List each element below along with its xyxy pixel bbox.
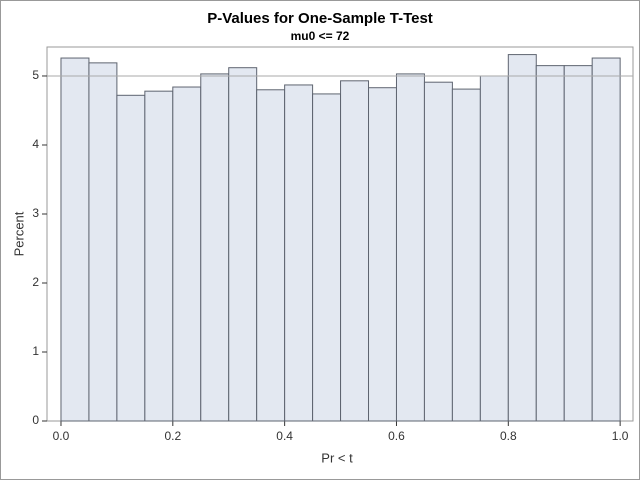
bar	[340, 80, 370, 422]
y-tick-label: 4	[32, 137, 39, 151]
x-tick-label: 0.8	[500, 429, 517, 443]
x-tick-label: 0.6	[388, 429, 405, 443]
chart-subtitle: mu0 <= 72	[291, 29, 350, 43]
bar	[284, 84, 314, 422]
y-tick-label: 1	[32, 344, 39, 358]
y-tick-label: 5	[32, 68, 39, 82]
bar	[395, 73, 425, 422]
y-tick-label: 3	[32, 206, 39, 220]
bar	[423, 81, 453, 422]
bar	[368, 87, 397, 422]
chart-title: P-Values for One-Sample T-Test	[207, 10, 433, 27]
x-tick-label: 0.4	[276, 429, 293, 443]
bar	[60, 57, 90, 422]
bar	[479, 75, 509, 422]
bar	[228, 67, 258, 422]
x-tick-label: 0.2	[164, 429, 181, 443]
bar	[88, 62, 118, 422]
bar	[535, 65, 565, 422]
bar	[451, 88, 481, 422]
bar	[591, 57, 621, 422]
x-tick-label: 1.0	[612, 429, 629, 443]
bar	[116, 94, 146, 422]
x-axis-label: Pr < t	[321, 450, 353, 465]
bar	[256, 89, 286, 422]
bar	[144, 90, 174, 422]
bar	[200, 73, 230, 422]
y-tick-label: 0	[32, 413, 39, 427]
bar	[312, 93, 342, 422]
bar	[172, 86, 202, 422]
bar	[507, 54, 537, 422]
y-tick-label: 2	[32, 275, 39, 289]
y-axis-label: Percent	[11, 211, 26, 256]
x-tick-label: 0.0	[53, 429, 70, 443]
bar	[563, 65, 593, 422]
